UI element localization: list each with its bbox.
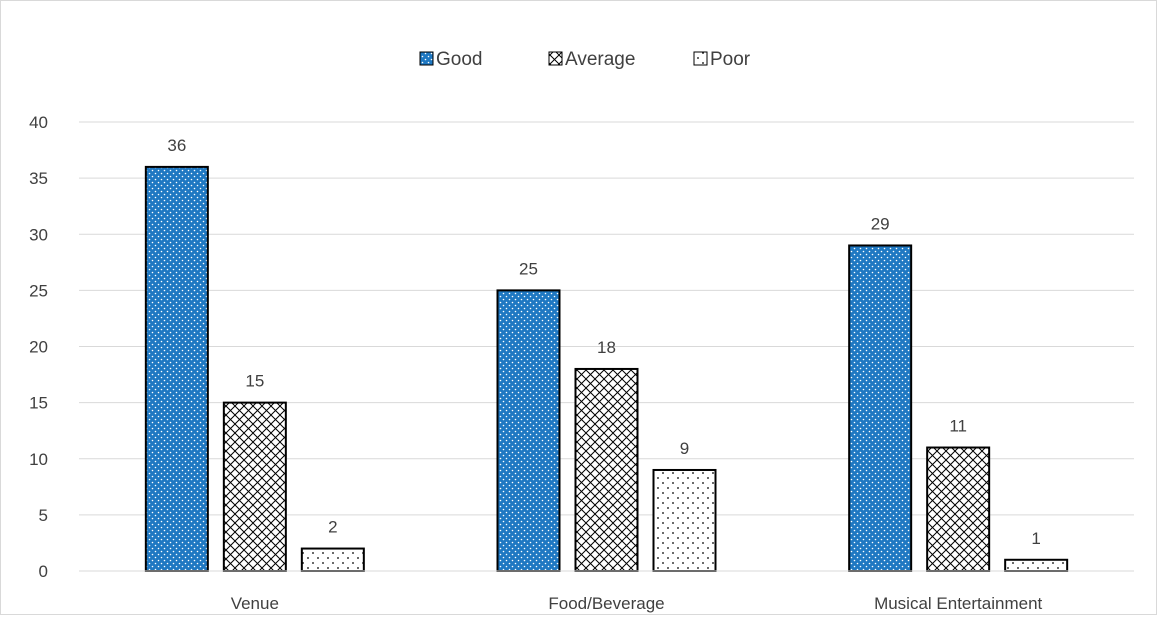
data-label: 36 xyxy=(167,136,186,155)
data-label: 9 xyxy=(680,439,689,458)
data-label: 11 xyxy=(949,417,967,436)
legend-label: Average xyxy=(565,49,635,70)
y-tick-label: 30 xyxy=(29,225,48,244)
bar-good-2 xyxy=(848,244,913,572)
legend-swatch-average xyxy=(548,51,563,66)
y-tick-label: 25 xyxy=(29,281,48,300)
data-label: 18 xyxy=(597,338,616,357)
bar-average-1 xyxy=(574,367,639,573)
bar-good-1 xyxy=(496,289,561,572)
y-tick-label: 20 xyxy=(29,338,48,357)
y-tick-label: 40 xyxy=(29,113,48,132)
y-tick-label: 35 xyxy=(29,169,48,188)
bars xyxy=(144,165,1069,573)
legend: Good Average Poor xyxy=(419,49,751,70)
data-label: 15 xyxy=(245,372,264,391)
bar-poor-0 xyxy=(300,547,365,572)
bar-poor-2 xyxy=(1004,558,1069,573)
y-tick-label: 5 xyxy=(39,506,48,525)
data-label: 25 xyxy=(519,259,538,278)
x-category-label: Food/Beverage xyxy=(548,594,664,613)
x-axis: Venue Food/Beverage Musical Entertainment xyxy=(79,570,1134,613)
x-category-label: Musical Entertainment xyxy=(874,594,1042,613)
x-category-label: Venue xyxy=(231,594,279,613)
y-tick-label: 0 xyxy=(39,562,48,581)
y-tick-label: 15 xyxy=(29,394,48,413)
bar-poor-1 xyxy=(652,468,717,573)
legend-label: Poor xyxy=(710,49,751,70)
legend-swatch-poor xyxy=(693,51,708,66)
data-label: 1 xyxy=(1031,529,1040,548)
y-axis: 0 5 10 15 20 25 30 35 40 xyxy=(29,113,48,581)
bar-average-0 xyxy=(222,401,287,572)
bar-average-2 xyxy=(926,446,991,572)
bar-good-0 xyxy=(144,165,209,572)
legend-swatch-good xyxy=(419,51,434,66)
data-label: 2 xyxy=(328,518,337,537)
data-label: 29 xyxy=(871,214,890,233)
legend-label: Good xyxy=(436,49,482,70)
y-tick-label: 10 xyxy=(29,450,48,469)
